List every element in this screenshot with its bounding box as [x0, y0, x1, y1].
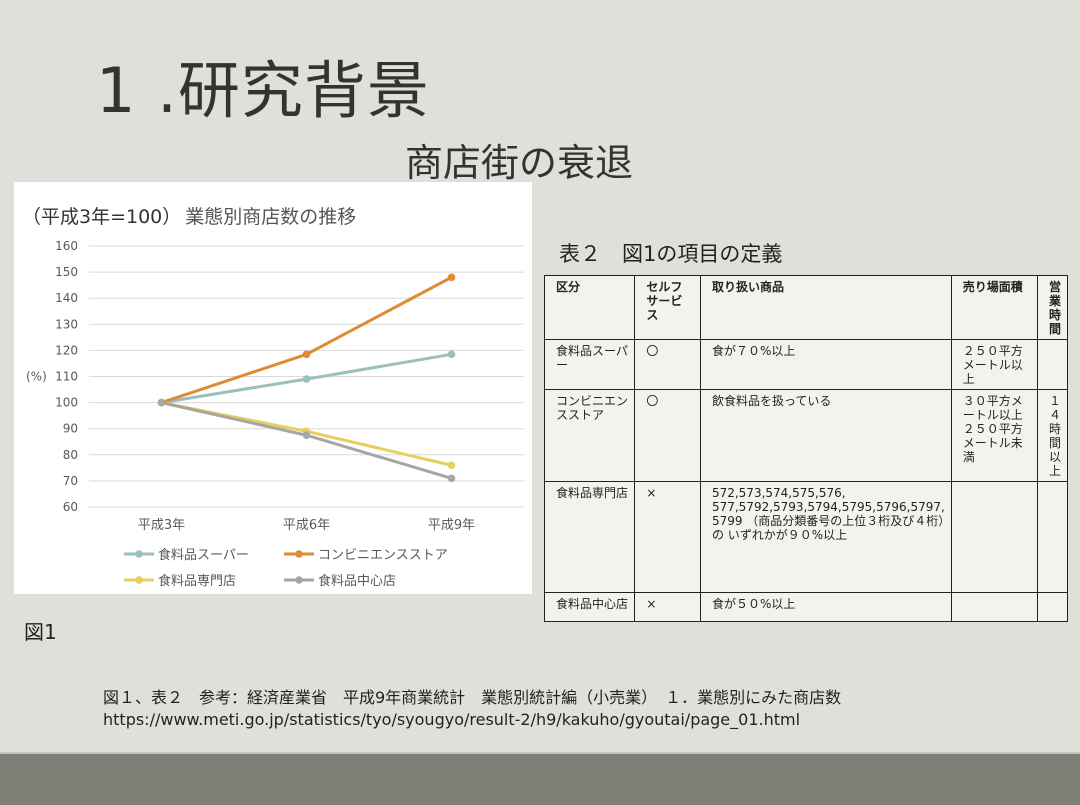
y-tick-label: 100 — [55, 396, 78, 410]
table-cell — [950, 481, 1038, 593]
figure-label: 図1 — [24, 620, 57, 644]
data-point — [447, 350, 456, 359]
reference-note: 図１、表２ 参考：経済産業省 平成9年商業統計 業態別統計編（小売業） １．業態… — [103, 687, 841, 731]
table-header-cell: セルフ サービス — [634, 275, 701, 340]
table-cell: 食料品中心店 — [543, 592, 636, 622]
table-row: 食料品中心店 × 食が５０%以上 — [543, 592, 1069, 622]
definition-table: 区分 セルフ サービス 取り扱い商品 売り場面積 営業時間 食料品スーパー 〇 … — [543, 275, 1069, 622]
table-cell: × — [634, 481, 701, 593]
legend-label: 食料品スーパー — [158, 547, 249, 563]
table-row: コンビニエンスストア 〇 飲食料品を扱っている ３０平方メートル以上２５０平方メ… — [543, 389, 1069, 482]
table-cell: 飲食料品を扱っている — [699, 389, 952, 482]
table-header-cell: 区分 — [543, 275, 636, 340]
data-point — [157, 398, 166, 407]
slide-subtitle: 商店街の衰退 — [405, 141, 634, 185]
table-header-cell: 売り場面積 — [950, 275, 1038, 340]
chart-title: （平成3年=100） 業態別商店数の推移 — [22, 202, 356, 229]
chart-title-text: 業態別商店数の推移 — [185, 206, 357, 228]
data-point — [302, 350, 311, 359]
table-cell: 食が５０%以上 — [699, 592, 952, 622]
data-point — [447, 461, 456, 470]
legend-marker — [295, 576, 303, 584]
x-tick-label: 平成3年 — [138, 518, 185, 533]
y-tick-label: 130 — [55, 317, 78, 331]
y-tick-label: 60 — [63, 500, 78, 514]
chart-svg: 60 70 80 90 100 110 120 130 140 150 160 (%) 平成3年 平成6年… — [26, 239, 524, 589]
slide-title: 1 .研究背景 — [96, 54, 430, 127]
table-row: 食料品スーパー 〇 食が７０%以上 ２５０平方メートル以上 — [543, 339, 1069, 390]
table-cell — [950, 592, 1038, 622]
table-cell: 〇 — [634, 389, 701, 482]
table-cell: 食が７０%以上 — [699, 339, 952, 390]
table-cell: × — [634, 592, 701, 622]
table-cell: コンビニエンスストア — [543, 389, 636, 482]
table-cell — [1036, 481, 1069, 593]
data-point — [302, 431, 311, 440]
y-axis-label: (%) — [26, 370, 47, 384]
table-cell: 〇 — [634, 339, 701, 390]
table-cell — [1036, 339, 1069, 390]
table-cell: ２５０平方メートル以上 — [950, 339, 1038, 390]
table-cell — [1036, 592, 1069, 622]
y-tick-label: 90 — [63, 422, 78, 436]
table-cell: 食料品専門店 — [543, 481, 636, 593]
table-cell: 食料品スーパー — [543, 339, 636, 390]
legend-label: 食料品専門店 — [158, 573, 236, 589]
table-row: 食料品専門店 × 572,573,574,575,576, 577,5792,5… — [543, 481, 1069, 593]
table-header-row: 区分 セルフ サービス 取り扱い商品 売り場面積 営業時間 — [543, 275, 1069, 340]
legend-label: コンビニエンスストア — [318, 548, 448, 563]
table-cell: 572,573,574,575,576, 577,5792,5793,5794,… — [699, 481, 952, 593]
x-tick-label: 平成6年 — [283, 518, 330, 533]
y-tick-label: 140 — [55, 291, 78, 305]
table-cell: １４時間以上 — [1036, 389, 1069, 482]
table-header-cell: 取り扱い商品 — [699, 275, 952, 340]
table-cell: ３０平方メートル以上２５０平方メートル未満 — [950, 389, 1038, 482]
y-tick-label: 110 — [55, 370, 78, 384]
y-tick-label: 70 — [63, 474, 78, 488]
legend-marker — [295, 550, 303, 558]
data-point — [302, 375, 311, 383]
series-line — [161, 401, 452, 480]
legend-marker — [135, 576, 143, 584]
legend-label: 食料品中心店 — [318, 573, 396, 589]
reference-line: 図１、表２ 参考：経済産業省 平成9年商業統計 業態別統計編（小売業） １．業態… — [103, 688, 842, 707]
reference-url: https://www.meti.go.jp/statistics/tyo/sy… — [103, 710, 801, 729]
table-header-cell: 営業時間 — [1036, 275, 1069, 340]
legend-marker — [135, 550, 143, 558]
y-tick-label: 150 — [55, 265, 78, 279]
x-tick-label: 平成9年 — [428, 518, 475, 533]
y-tick-label: 80 — [63, 448, 78, 462]
chart-title-prefix: （平成3年=100） — [22, 206, 182, 228]
y-tick-label: 120 — [55, 343, 78, 357]
data-point — [447, 273, 456, 282]
line-chart: （平成3年=100） 業態別商店数の推移 60 70 80 90 100 110 120 130… — [14, 182, 532, 594]
table-title: 表２ 図1の項目の定義 — [559, 242, 783, 266]
data-point — [447, 474, 456, 483]
footer-bar — [0, 752, 1080, 805]
series-line — [161, 275, 453, 405]
y-tick-label: 160 — [55, 239, 78, 253]
